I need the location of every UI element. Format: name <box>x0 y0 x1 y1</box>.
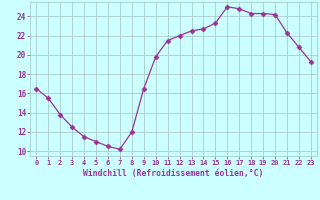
X-axis label: Windchill (Refroidissement éolien,°C): Windchill (Refroidissement éolien,°C) <box>84 169 264 178</box>
